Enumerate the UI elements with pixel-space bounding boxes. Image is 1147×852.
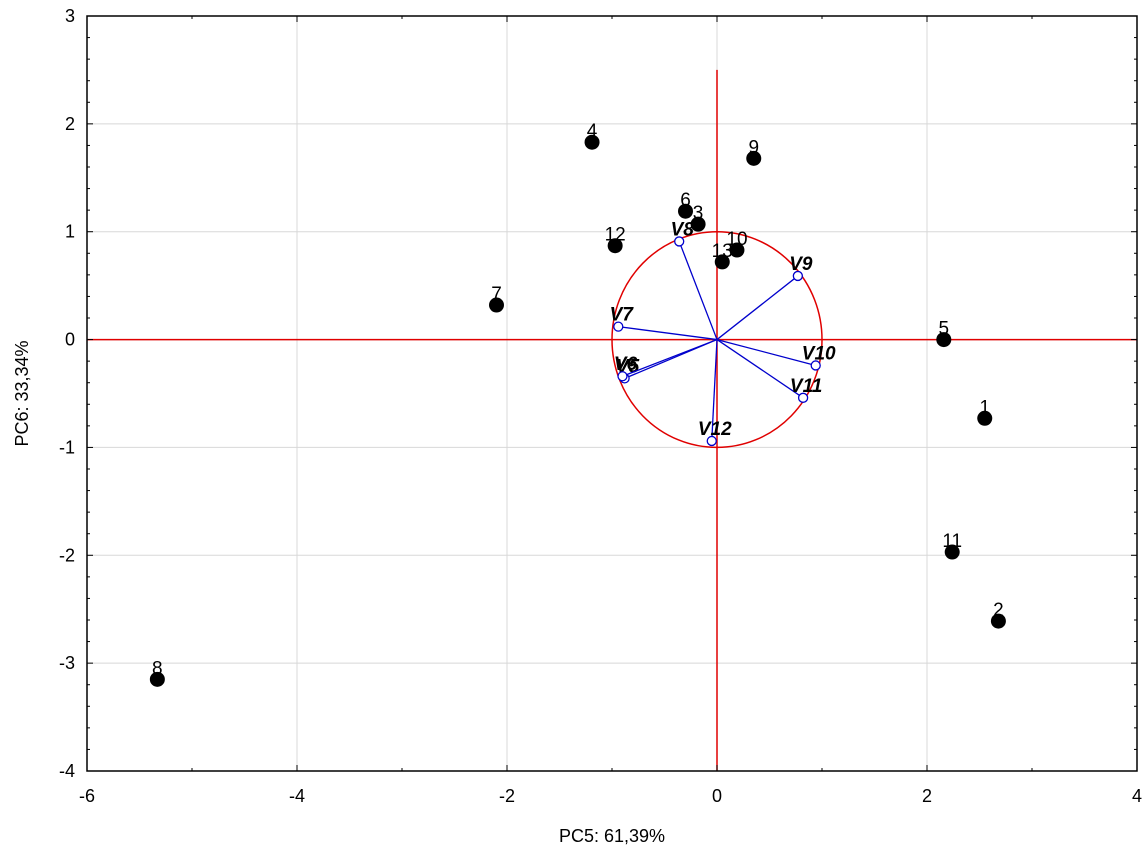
data-point [977,410,993,426]
point-label: 1 [979,397,990,418]
point-8: 8 [149,658,165,687]
y-tick-label: -2 [59,545,75,565]
point-12: 12 [605,225,626,254]
x-tick-label: -6 [79,786,95,806]
vector-endpoint [792,270,803,282]
point-11: 11 [942,531,962,560]
vector-v12: V12 [698,339,732,447]
vector-line [711,339,718,441]
vector-endpoint [674,236,685,247]
vector-v11: V11 [716,339,822,403]
x-axis-title: PC5: 61,39% [559,826,665,846]
vector-line [716,275,799,341]
point-9: 9 [746,137,762,166]
y-tick-label: -4 [59,761,75,781]
vector-label: V12 [698,419,732,440]
point-label: 3 [693,203,704,224]
point-label: 5 [939,319,950,340]
grid-lines [87,16,1137,771]
x-tick-label: -2 [499,786,515,806]
point-label: 12 [605,225,626,246]
y-tick-label: 0 [65,330,75,350]
data-point [584,134,600,150]
point-2: 2 [990,600,1006,629]
vector-v10: V10 [716,338,836,371]
vector-label: V7 [610,305,635,326]
x-tick-label: 4 [1132,786,1142,806]
point-label: 2 [993,600,1004,621]
vector-endpoint [810,360,821,371]
vector-v8: V8 [671,219,718,340]
vector-label: V9 [789,254,813,275]
point-label: 11 [942,531,962,552]
x-tick-label: 0 [712,786,722,806]
vector-line [716,339,804,399]
unit-circle [611,230,823,449]
data-point [678,203,693,219]
data-point [944,544,960,560]
point-label: 9 [748,137,759,158]
point-13: 13 [712,241,733,270]
vector-endpoint [706,435,717,447]
data-point [714,254,730,270]
vector-line [618,325,718,341]
data-point [729,242,745,258]
data-point [149,671,165,687]
point-label: 8 [152,658,163,679]
vector-label: V6 [614,354,638,375]
x-tick-label: -4 [289,786,305,806]
vector-label: V10 [802,343,836,364]
point-1: 1 [977,397,993,426]
y-tick-label: 3 [65,6,75,26]
y-tick-label: 2 [65,114,75,134]
data-point [489,297,504,313]
correlation-circle [611,230,823,449]
vector-v9: V9 [716,254,813,341]
vector-line [622,338,718,377]
vector-v6: V6 [614,338,718,382]
vector-endpoint [613,321,624,332]
point-label: 13 [712,241,733,262]
point-label: 6 [680,190,691,211]
point-10: 10 [726,229,748,258]
vector-label: V8 [671,219,695,240]
vector-endpoint [617,371,628,382]
point-6: 6 [678,190,693,219]
data-point [607,238,623,254]
y-axis-title: PC6: 33,34% [12,340,32,446]
point-7: 7 [489,284,504,313]
x-tick-label: 2 [922,786,932,806]
plot-frame [86,15,1138,772]
point-4: 4 [584,121,600,150]
point-label: 10 [726,229,747,250]
data-point [690,216,706,232]
point-3: 3 [690,203,706,232]
point-label: 7 [491,284,502,305]
data-point [936,332,952,348]
vector-v7: V7 [610,305,718,341]
vector-line [716,338,816,367]
y-tick-label: 1 [65,222,75,242]
vector-endpoint [797,392,809,403]
point-5: 5 [936,319,952,348]
data-point [746,150,762,166]
y-tick-label: -3 [59,653,75,673]
vector-line [678,241,718,340]
vector-label: V11 [790,376,822,397]
y-tick-label: -1 [59,437,75,457]
point-label: 4 [587,121,598,142]
data-point [990,613,1006,629]
